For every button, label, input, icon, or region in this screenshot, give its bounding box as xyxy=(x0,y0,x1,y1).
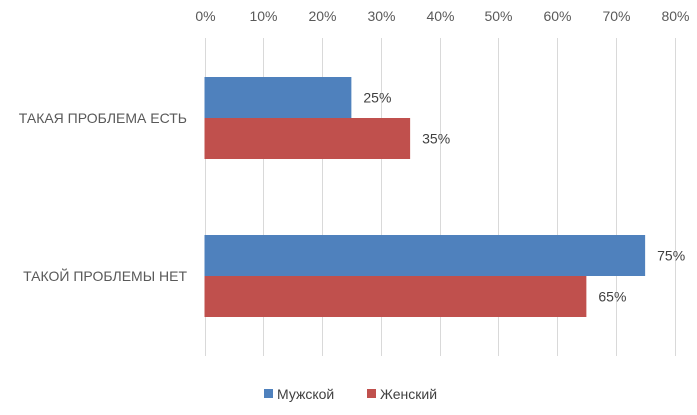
category-labels: ТАКАЯ ПРОБЛЕМА ЕСТЬ ТАКОЙ ПРОБЛЕМЫ НЕТ xyxy=(19,110,188,284)
x-tick-label: 60% xyxy=(543,8,571,24)
bar xyxy=(204,276,587,317)
category-label: ТАКАЯ ПРОБЛЕМА ЕСТЬ xyxy=(19,110,187,126)
bars xyxy=(204,77,646,317)
bar xyxy=(204,77,352,118)
x-tick-label: 70% xyxy=(602,8,630,24)
data-label: 65% xyxy=(598,289,626,305)
x-axis-tick-labels: 0% 10% 20% 30% 40% 50% 60% 70% 80% xyxy=(195,8,689,24)
data-label: 75% xyxy=(657,248,685,264)
x-tick-label: 10% xyxy=(249,8,277,24)
category-label: ТАКОЙ ПРОБЛЕМЫ НЕТ xyxy=(23,267,187,284)
data-label: 35% xyxy=(422,131,450,147)
bar xyxy=(204,118,411,159)
legend-swatch xyxy=(367,389,376,398)
bar xyxy=(204,235,646,276)
x-tick-label: 0% xyxy=(195,8,215,24)
x-tick-label: 30% xyxy=(367,8,395,24)
data-labels: 25% 35% 75% 65% xyxy=(363,90,685,305)
x-tick-label: 40% xyxy=(426,8,454,24)
legend-label: Женский xyxy=(380,386,437,402)
legend: Мужской Женский xyxy=(264,386,437,402)
x-tick-label: 50% xyxy=(484,8,512,24)
legend-swatch xyxy=(264,389,273,398)
x-tick-label: 20% xyxy=(308,8,336,24)
legend-label: Мужской xyxy=(277,386,334,402)
data-label: 25% xyxy=(363,90,391,106)
x-tick-label: 80% xyxy=(661,8,689,24)
